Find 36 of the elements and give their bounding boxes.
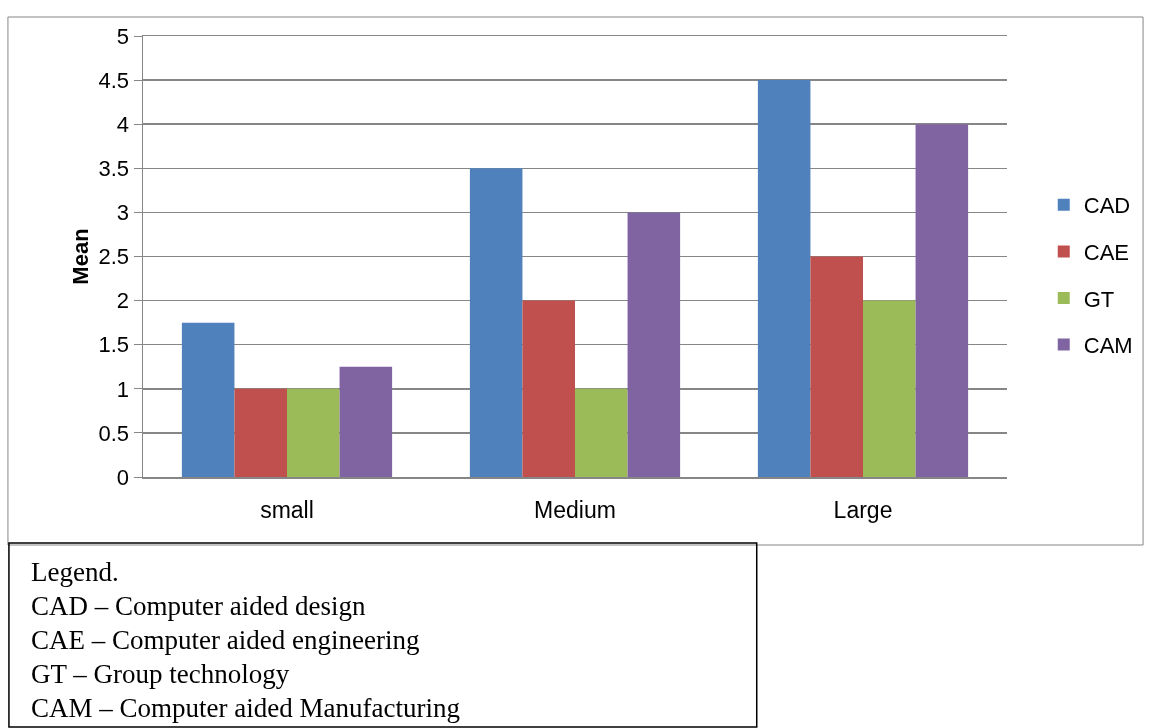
y-tick-label: 2.5 [98, 244, 130, 270]
bar [234, 388, 287, 477]
legend-label: CAE [1083, 239, 1129, 265]
x-tick-label: small [260, 497, 314, 524]
legend-label: GT [1083, 286, 1115, 312]
bar [469, 168, 523, 477]
bar [863, 300, 916, 477]
text: Legend. [31, 557, 119, 587]
x-tick-label: Medium [534, 497, 616, 524]
text: GT – Group technology [31, 659, 290, 689]
y-tick-label: 5 [116, 23, 130, 49]
text: CAM – Computer aided Manufacturing [31, 693, 460, 723]
y-tick-label: 0.5 [98, 420, 130, 446]
text: CAD – Computer aided design [31, 591, 366, 621]
bar [810, 256, 863, 477]
text: CAE – Computer aided engineering [31, 625, 420, 655]
bar [287, 388, 340, 477]
y-tick-label: 1 [116, 376, 130, 402]
y-axis-title: Mean [67, 228, 93, 285]
legend-label: CAD [1083, 193, 1131, 219]
x-tick-label: Large [833, 497, 893, 524]
y-tick-label: 0 [116, 464, 130, 490]
y-tick-label: 1.5 [98, 332, 130, 358]
bar [627, 212, 681, 477]
bar [575, 388, 628, 477]
bar [757, 80, 811, 477]
y-tick-label: 4.5 [98, 67, 130, 93]
y-tick-label: 2 [116, 288, 130, 314]
bar [339, 366, 393, 477]
legend-label: CAM [1083, 333, 1133, 359]
bar [181, 322, 235, 477]
bar [915, 124, 969, 477]
y-tick-label: 3.5 [98, 156, 130, 181]
y-tick-label: 3 [116, 200, 130, 226]
bar [522, 300, 575, 477]
y-tick-label: 4 [116, 111, 130, 137]
